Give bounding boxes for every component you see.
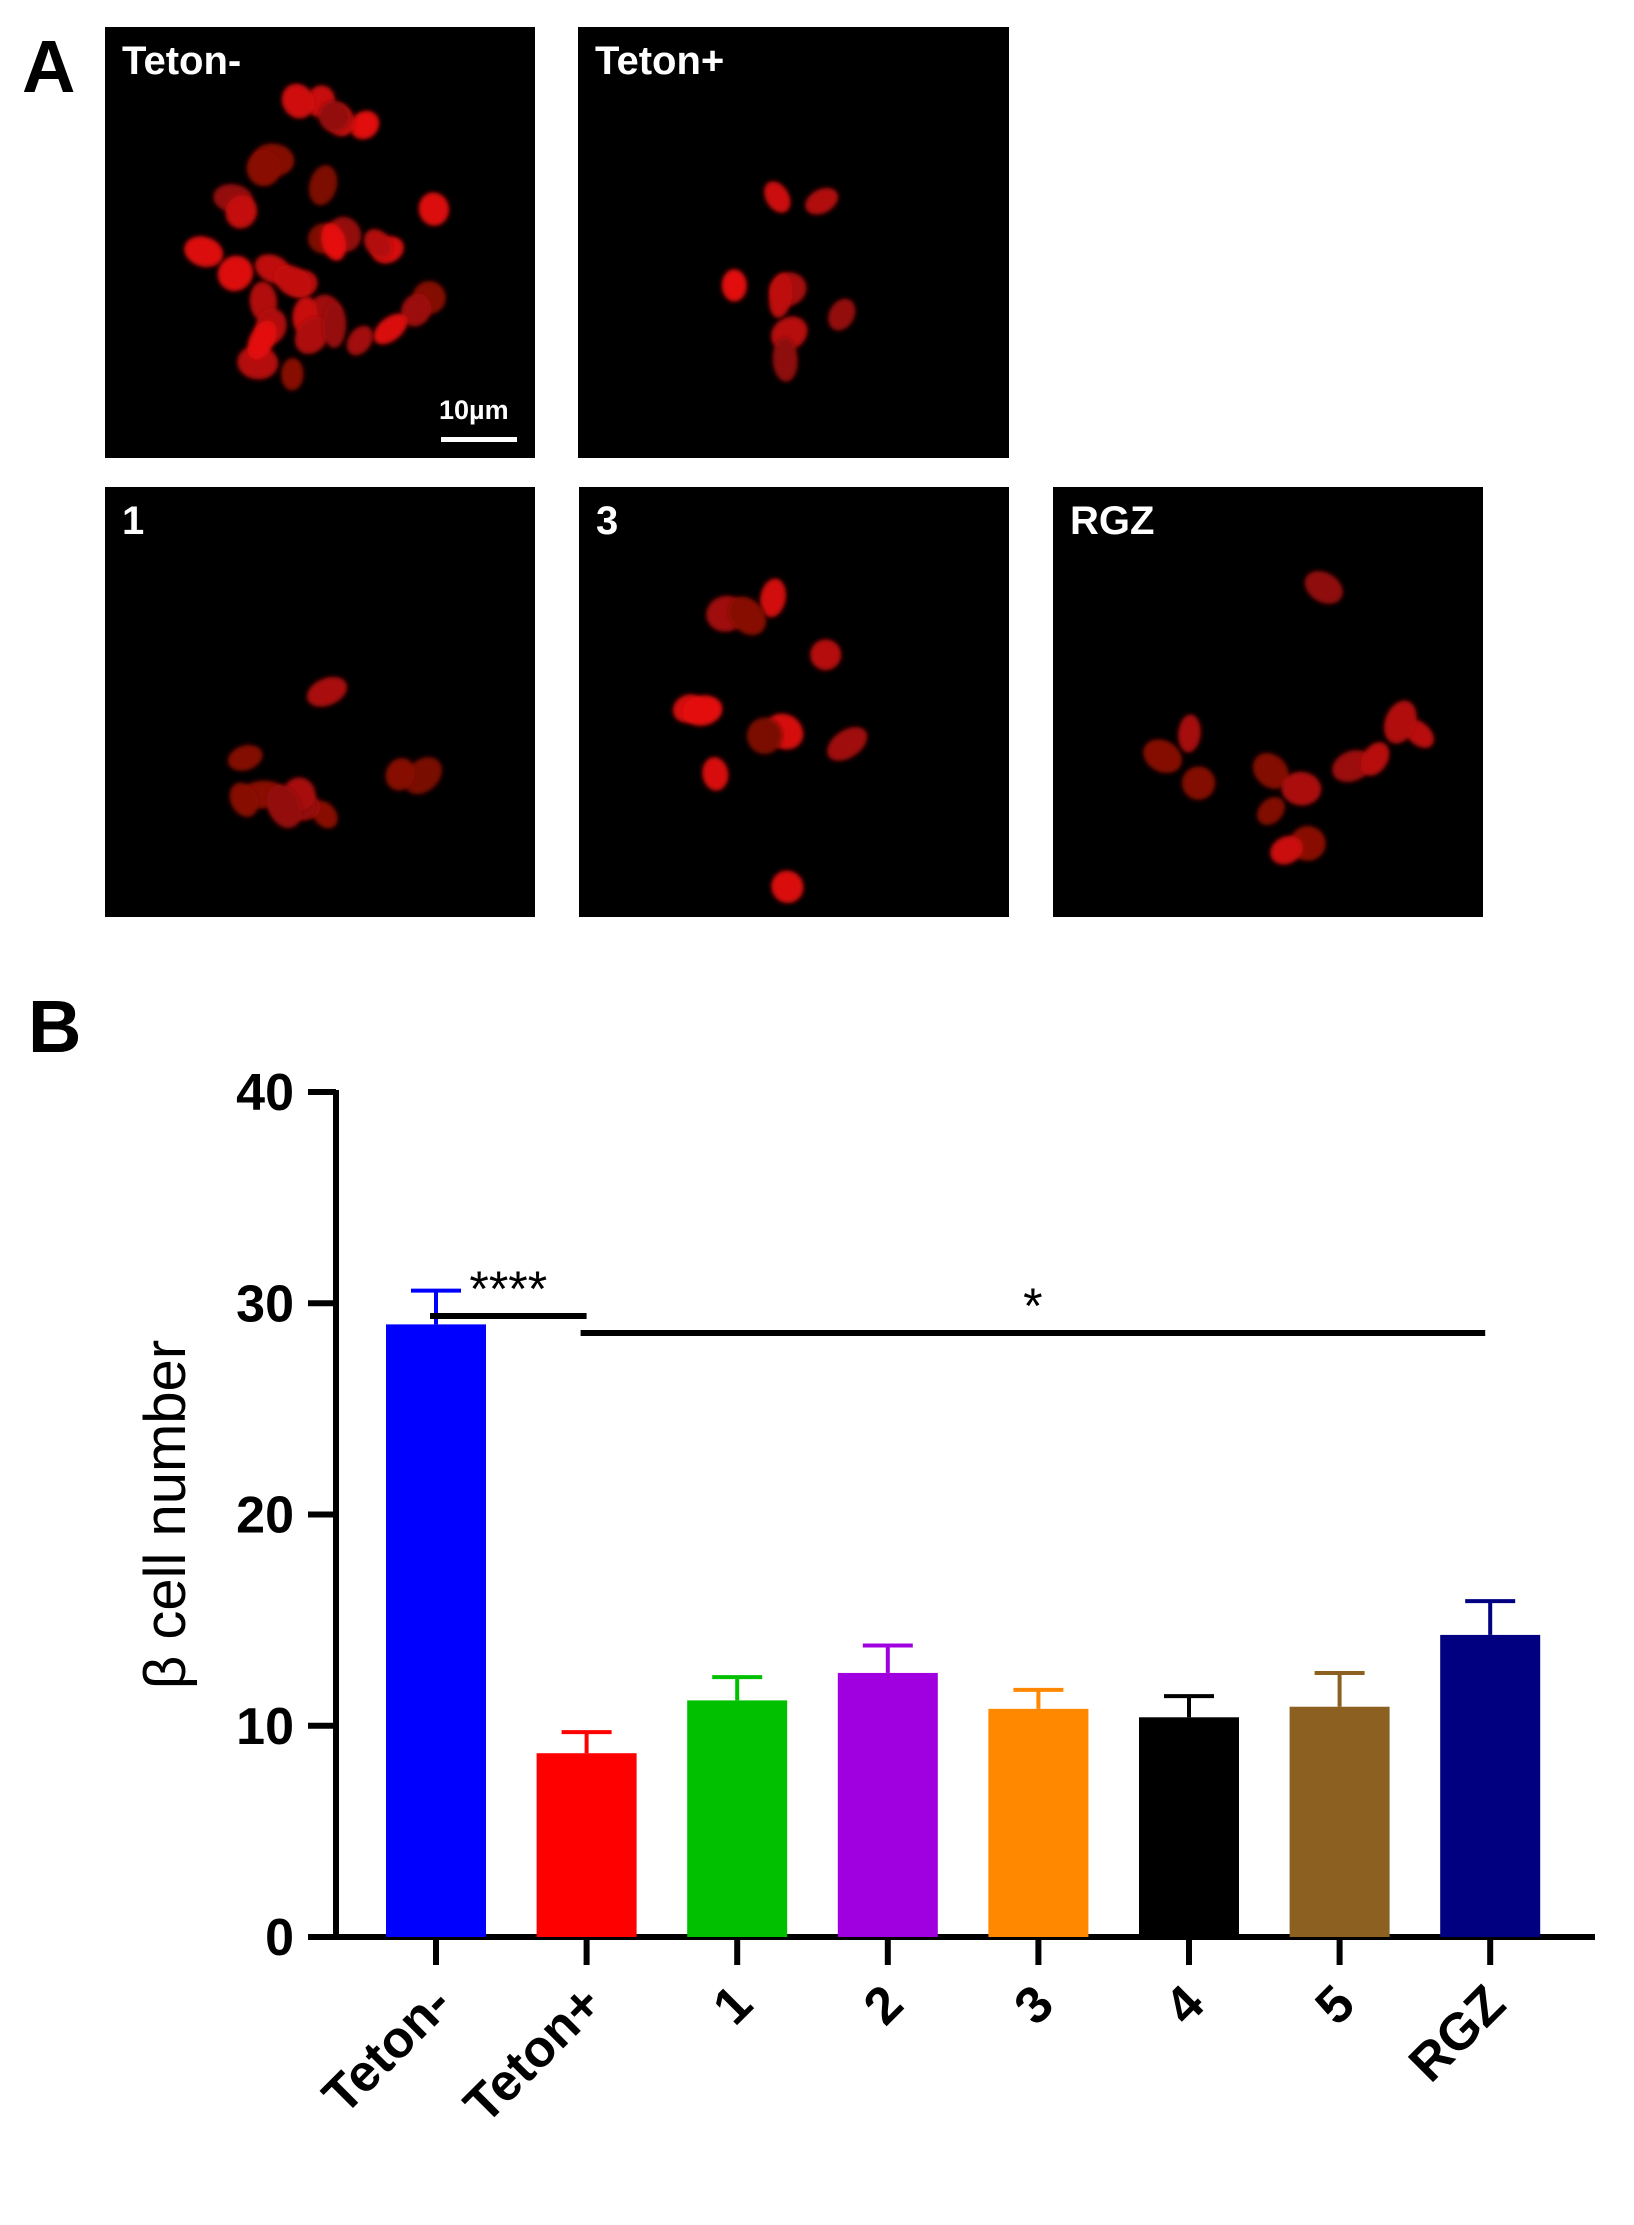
y-axis-label: β cell number bbox=[133, 1340, 198, 1689]
micrograph-label: 1 bbox=[122, 499, 145, 543]
micrograph-cells bbox=[227, 676, 443, 829]
cell-nucleus bbox=[308, 165, 338, 206]
micrograph-cells bbox=[721, 181, 856, 382]
cell-nucleus bbox=[805, 187, 839, 215]
cell-nucleus bbox=[682, 695, 723, 726]
cell-nucleus bbox=[294, 316, 330, 355]
scale-bar bbox=[441, 437, 517, 442]
bar-chart: 0 10 20 30 40 β cell number Teton-Teton+ 1 2 3 4 5 R… bbox=[133, 1064, 1595, 2134]
cell-nucleus bbox=[702, 757, 729, 791]
x-tick-label: 4 bbox=[1154, 1974, 1216, 2036]
panel-b-letter: B bbox=[28, 985, 82, 1068]
x-tick-label: 1 bbox=[702, 1974, 763, 2035]
cell-nucleus bbox=[320, 222, 347, 261]
y-tick-label: 0 bbox=[265, 1909, 294, 1967]
cell-nucleus bbox=[827, 726, 868, 761]
cell-nucleus bbox=[1256, 796, 1286, 826]
cell-nucleus bbox=[1270, 835, 1304, 865]
micrograph-teton-minus: Teton- 10µm bbox=[105, 27, 535, 458]
cell-nucleus bbox=[346, 325, 374, 356]
cell-nucleus bbox=[318, 100, 351, 133]
micrograph-cells bbox=[184, 83, 450, 391]
cell-nucleus bbox=[1252, 752, 1289, 789]
bar bbox=[837, 1672, 938, 1937]
cell-nucleus bbox=[1304, 570, 1343, 604]
y-tick-label: 10 bbox=[236, 1698, 294, 1756]
x-tick-label: RGZ bbox=[1398, 1974, 1517, 2093]
x-tick-label: 5 bbox=[1305, 1974, 1366, 2035]
cell-nucleus bbox=[1181, 766, 1216, 800]
cell-nucleus bbox=[760, 578, 787, 618]
cell-nucleus bbox=[363, 229, 393, 259]
cell-nucleus bbox=[227, 744, 263, 771]
x-tick-label: Teton+ bbox=[453, 1974, 613, 2134]
cell-nucleus bbox=[1177, 714, 1201, 753]
micrograph-compound-3: 3 bbox=[579, 487, 1009, 917]
cell-nucleus bbox=[373, 313, 408, 345]
bar bbox=[1440, 1634, 1541, 1937]
scale-bar-label: 10µm bbox=[439, 395, 509, 425]
cell-nucleus bbox=[728, 596, 767, 636]
cell-nucleus bbox=[1360, 742, 1390, 776]
cell-nucleus bbox=[400, 293, 432, 327]
cell-nucleus bbox=[418, 192, 450, 226]
cell-nucleus bbox=[225, 195, 258, 229]
bar bbox=[687, 1700, 788, 1937]
cell-nucleus bbox=[246, 150, 282, 187]
cell-nucleus bbox=[721, 269, 747, 302]
bar bbox=[1139, 1717, 1239, 1937]
cell-nucleus bbox=[768, 273, 793, 318]
micrograph-label: Teton- bbox=[122, 39, 242, 83]
significance-label: * bbox=[1023, 1278, 1042, 1334]
cell-nucleus bbox=[237, 345, 279, 380]
cell-nucleus bbox=[306, 676, 348, 707]
cell-nucleus bbox=[274, 265, 312, 298]
cell-nucleus bbox=[771, 870, 804, 904]
cell-nucleus bbox=[1281, 771, 1322, 806]
x-tick-label: Teton- bbox=[312, 1974, 463, 2125]
y-tick-label: 20 bbox=[236, 1487, 294, 1545]
cell-nucleus bbox=[772, 337, 798, 382]
micrograph-compound-1: 1 bbox=[105, 487, 535, 917]
y-tick-label: 40 bbox=[236, 1064, 294, 1122]
cell-nucleus bbox=[764, 181, 791, 213]
bar bbox=[536, 1753, 637, 1937]
cell-nucleus bbox=[1383, 700, 1417, 744]
cell-nucleus bbox=[810, 639, 842, 671]
micrograph-label: Teton+ bbox=[595, 39, 725, 83]
micrograph-teton-plus: Teton+ bbox=[578, 27, 1009, 458]
cell-nucleus bbox=[217, 255, 254, 292]
y-tick-label: 30 bbox=[236, 1275, 294, 1333]
cell-nucleus bbox=[266, 784, 302, 829]
cell-nucleus bbox=[322, 302, 347, 348]
cell-nucleus bbox=[350, 110, 380, 140]
cell-nucleus bbox=[229, 782, 259, 818]
bar bbox=[1289, 1706, 1390, 1937]
cell-nucleus bbox=[1143, 739, 1183, 774]
bar bbox=[988, 1708, 1089, 1937]
cell-nucleus bbox=[746, 717, 783, 755]
cell-nucleus bbox=[828, 298, 856, 331]
cell-nucleus bbox=[385, 758, 416, 791]
micrograph-cells bbox=[1143, 570, 1435, 865]
cell-nucleus bbox=[247, 320, 277, 360]
cell-nucleus bbox=[280, 357, 304, 391]
micrograph-label: 3 bbox=[596, 499, 619, 543]
x-tick-label: 2 bbox=[853, 1974, 914, 2035]
micrograph-label: RGZ bbox=[1070, 499, 1155, 543]
significance-label: **** bbox=[469, 1261, 547, 1317]
cell-nucleus bbox=[281, 83, 315, 119]
micrograph-cells bbox=[672, 578, 868, 904]
x-tick-label: 3 bbox=[1003, 1974, 1064, 2035]
micrograph-rgz: RGZ bbox=[1053, 487, 1483, 917]
panel-a-letter: A bbox=[22, 25, 76, 108]
cell-nucleus bbox=[184, 236, 224, 268]
bar bbox=[386, 1324, 486, 1937]
